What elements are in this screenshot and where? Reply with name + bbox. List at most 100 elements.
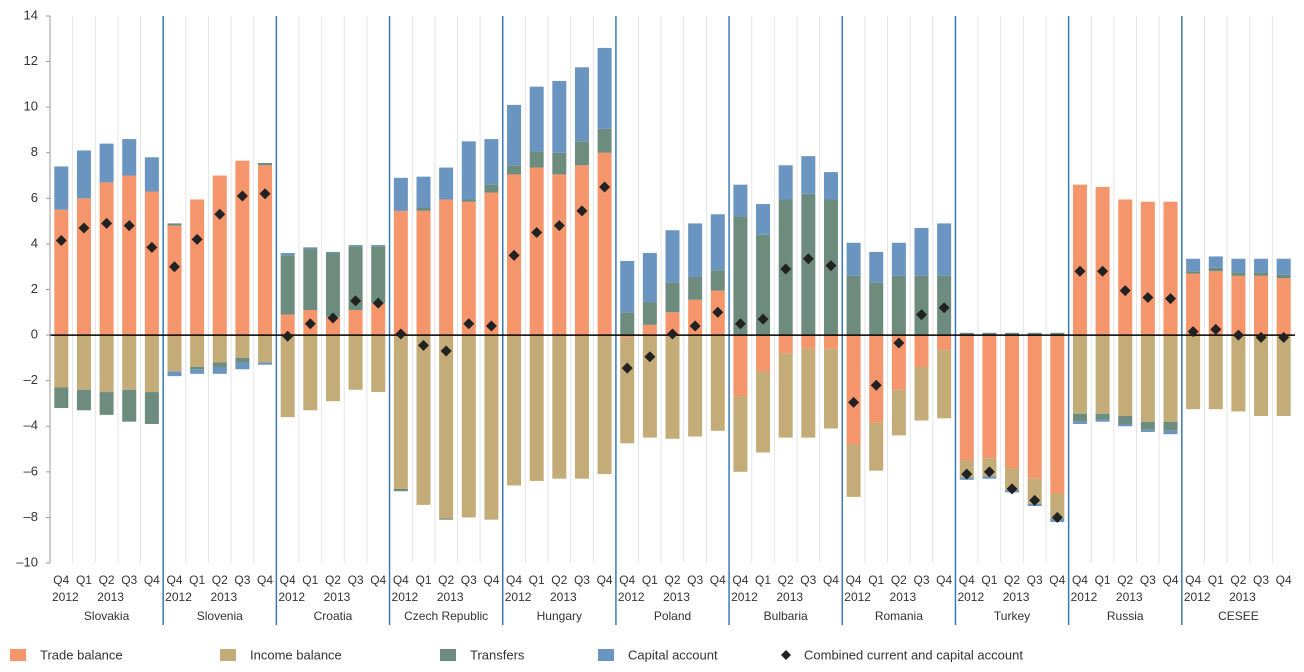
bar-segment — [484, 335, 499, 520]
bar-segment — [710, 335, 725, 431]
bar-segment — [869, 422, 884, 471]
group-label: Romania — [875, 609, 923, 623]
bar-segment — [258, 335, 273, 363]
combined-marker — [802, 253, 814, 265]
bar-segment — [1050, 332, 1065, 336]
bar-segment — [303, 247, 318, 249]
x-tick-label: Q4 — [506, 573, 522, 587]
bar-segment — [1186, 271, 1201, 274]
x-tick-label: Q3 — [913, 573, 929, 587]
bar-segment — [1118, 335, 1133, 416]
bar-segment — [1231, 258, 1246, 273]
combined-marker — [191, 233, 203, 245]
combined-marker — [485, 320, 497, 332]
bar-segment — [144, 392, 159, 424]
bar-segment — [280, 255, 295, 315]
bar-segment — [393, 210, 408, 336]
combined-marker — [146, 241, 158, 253]
year-label: 2012 — [957, 590, 984, 604]
x-tick-label: Q2 — [664, 573, 680, 587]
bar-segment — [371, 335, 386, 393]
bar-segment — [1072, 335, 1087, 414]
bar-segment — [99, 182, 114, 336]
combined-marker — [644, 351, 656, 363]
combined-marker — [350, 295, 362, 307]
bar-segment — [99, 392, 114, 415]
x-tick-label: Q3 — [574, 573, 590, 587]
y-tick-label: –8 — [24, 509, 38, 524]
x-tick-label: Q4 — [370, 573, 386, 587]
bar-segment — [1276, 274, 1291, 279]
legend-swatch — [220, 649, 236, 661]
legend-label: Combined current and capital account — [804, 647, 1023, 662]
bar-segment — [891, 242, 906, 276]
bar-segment — [756, 204, 771, 235]
bar-segment — [1095, 335, 1110, 414]
bar-segment — [416, 335, 431, 505]
bar-segment — [507, 335, 522, 486]
bar-segment — [235, 362, 250, 370]
combined-marker — [1255, 331, 1267, 343]
legend-label: Income balance — [250, 647, 342, 662]
bar-segment — [869, 335, 884, 423]
x-tick-label: Q4 — [1276, 573, 1292, 587]
bar-segment — [801, 335, 816, 349]
combined-marker — [1051, 511, 1063, 523]
x-tick-label: Q1 — [981, 573, 997, 587]
bar-segment — [801, 348, 816, 438]
x-tick-label: Q4 — [1162, 573, 1178, 587]
combined-marker — [734, 318, 746, 330]
bar-segment — [1095, 186, 1110, 336]
bar-segment — [869, 251, 884, 283]
bar-segment — [665, 282, 680, 313]
combined-marker — [553, 220, 565, 232]
bar-segment — [144, 191, 159, 336]
year-label: 2013 — [437, 590, 464, 604]
x-tick-label: Q3 — [1140, 573, 1156, 587]
bar-segment — [642, 253, 657, 303]
combined-marker — [327, 312, 339, 324]
y-tick-label: –10 — [16, 554, 38, 569]
bar-segment — [1231, 272, 1246, 276]
bar-segment — [756, 234, 771, 336]
bar-segment — [393, 335, 408, 489]
bar-segment — [235, 160, 250, 336]
bar-segment — [303, 335, 318, 411]
bar-segment — [1254, 258, 1269, 273]
bar-segment — [982, 332, 997, 336]
bar-segment — [597, 152, 612, 336]
bar-segment — [190, 366, 205, 370]
bar-segment — [416, 210, 431, 336]
bar-segment — [212, 366, 227, 374]
x-tick-label: Q4 — [959, 573, 975, 587]
bar-segment — [348, 335, 363, 390]
y-tick-label: 8 — [31, 144, 38, 159]
bar-segment — [665, 312, 680, 336]
bar-segment — [665, 335, 680, 439]
year-label: 2013 — [324, 590, 351, 604]
year-label: 2013 — [1003, 590, 1030, 604]
x-tick-label: Q4 — [144, 573, 160, 587]
x-tick-label: Q4 — [393, 573, 409, 587]
bar-segment — [190, 369, 205, 374]
bar-segment — [1254, 272, 1269, 276]
bar-segment — [823, 172, 838, 200]
bar-segment — [1140, 421, 1155, 430]
x-tick-label: Q4 — [1072, 573, 1088, 587]
bar-segment — [574, 141, 589, 166]
bar-segment — [688, 276, 703, 300]
bar-segment — [371, 303, 386, 336]
bar-segment — [1163, 430, 1178, 435]
combined-marker — [508, 249, 520, 261]
year-label: 2012 — [505, 590, 532, 604]
combined-marker — [757, 313, 769, 325]
bar-segment — [439, 518, 454, 520]
bar-segment — [1163, 201, 1178, 336]
x-tick-label: Q1 — [1208, 573, 1224, 587]
x-tick-label: Q3 — [1253, 573, 1269, 587]
bar-segment — [665, 230, 680, 283]
bar-segment — [869, 282, 884, 336]
bar-segment — [1005, 335, 1020, 469]
bar-segment — [778, 353, 793, 438]
bar-segment — [416, 207, 431, 211]
